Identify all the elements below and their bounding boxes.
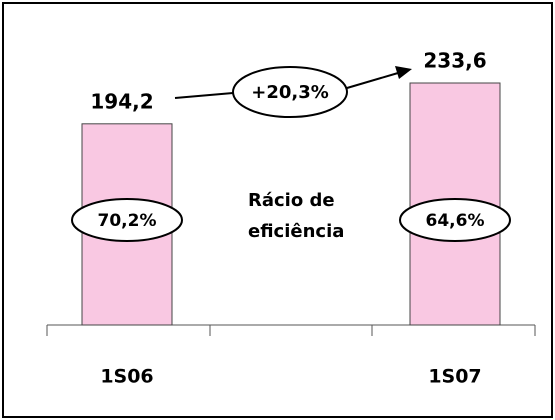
growth-ellipse: [232, 66, 348, 118]
ratio-title: eficiência: [248, 221, 344, 242]
ratio-label: 64,6%: [426, 211, 485, 231]
ratio-ellipse: [71, 198, 183, 242]
ratio-label: 70,2%: [98, 211, 157, 231]
ratio-title: Rácio de: [248, 190, 335, 211]
arrow-head: [395, 66, 412, 79]
growth-label: +20,3%: [251, 82, 329, 103]
arrow-shaft: [346, 72, 399, 89]
category-label: 1S06: [100, 366, 153, 388]
ratio-ellipse: [399, 198, 511, 242]
category-label: 1S07: [428, 366, 481, 388]
connector: [174, 92, 234, 99]
value-label: 233,6: [423, 49, 486, 73]
value-label: 194,2: [90, 89, 153, 113]
